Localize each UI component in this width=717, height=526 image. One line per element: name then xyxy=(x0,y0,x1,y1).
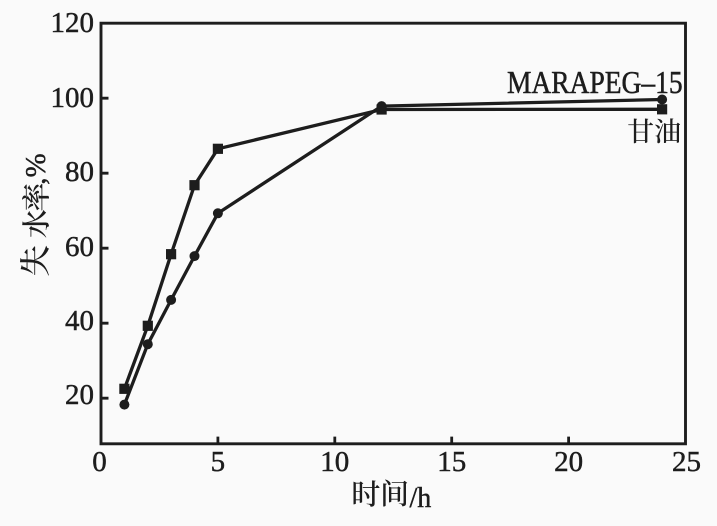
svg-text:5: 5 xyxy=(211,446,226,478)
svg-text:40: 40 xyxy=(65,305,94,337)
svg-text:15: 15 xyxy=(437,446,466,478)
svg-text:60: 60 xyxy=(65,231,94,263)
svg-text:/h: /h xyxy=(410,483,432,514)
svg-text:100: 100 xyxy=(51,82,95,114)
svg-text:,%: ,% xyxy=(20,153,52,184)
svg-text:20: 20 xyxy=(65,379,94,411)
svg-text:25: 25 xyxy=(672,446,701,478)
svg-text:120: 120 xyxy=(51,7,95,39)
svg-text:20: 20 xyxy=(554,446,583,478)
svg-text:MARAPEG–15: MARAPEG–15 xyxy=(507,65,683,100)
svg-text:10: 10 xyxy=(320,446,349,478)
svg-text:0: 0 xyxy=(92,446,107,478)
svg-text:80: 80 xyxy=(65,156,94,188)
